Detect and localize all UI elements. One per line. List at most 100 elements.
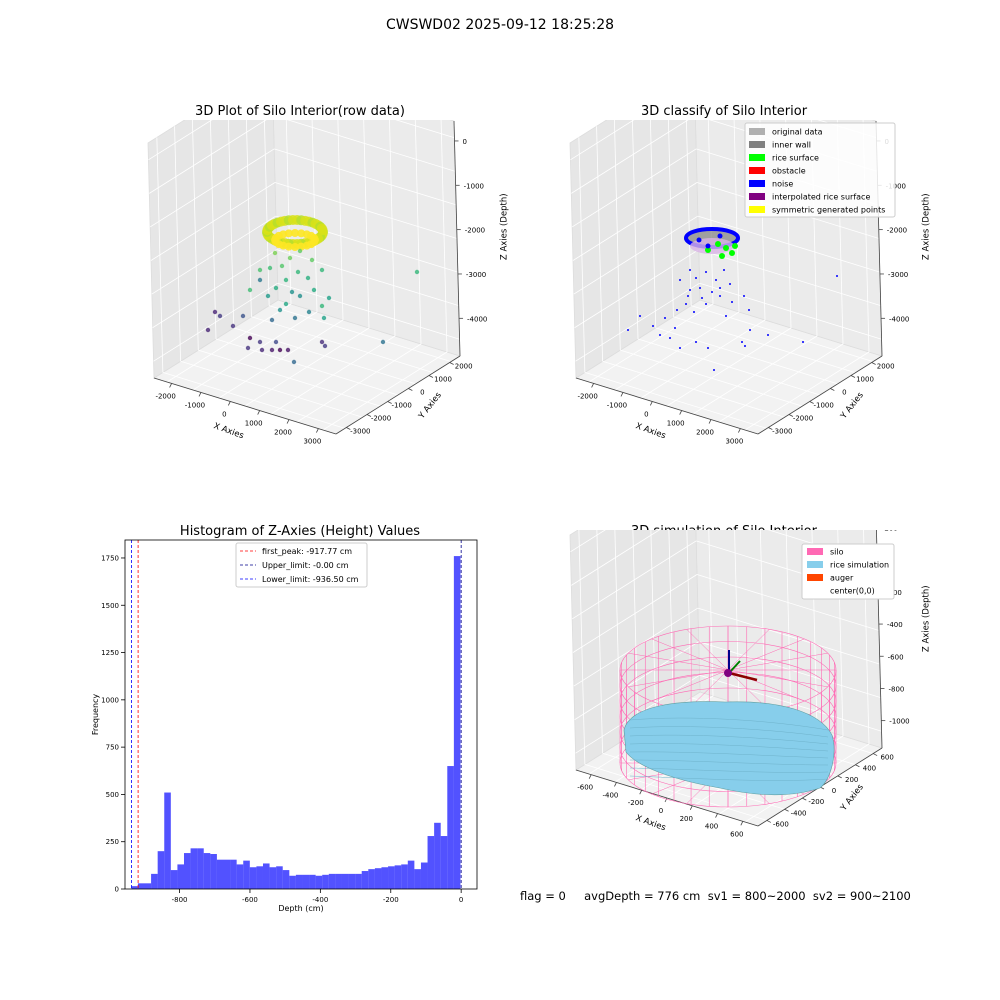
raw-grid xyxy=(395,120,455,139)
sim-legend-label: auger xyxy=(830,574,854,583)
raw-point xyxy=(295,269,301,275)
raw-point xyxy=(322,343,328,349)
sim-x-tick-label: -400 xyxy=(602,791,618,799)
histogram-y-tick-label: 1750 xyxy=(101,554,119,562)
cls-y-tick xyxy=(768,427,773,430)
cls-x-tick xyxy=(738,428,741,433)
histogram-bar xyxy=(394,865,402,889)
raw-grid xyxy=(414,120,422,345)
cls-grid xyxy=(668,120,674,317)
sim-y-tick-label: 400 xyxy=(863,765,876,773)
cls-grid xyxy=(571,148,697,228)
cls-noise-point xyxy=(627,329,629,331)
histogram-bar xyxy=(322,874,329,889)
histogram-bar xyxy=(434,822,441,889)
cls-noise-point xyxy=(699,287,701,289)
raw-grid xyxy=(150,182,276,261)
sim-y-tick xyxy=(837,775,842,779)
sim-rice-mesh xyxy=(629,734,829,745)
cls-grid xyxy=(655,327,838,385)
sim-x-tick-label: -200 xyxy=(628,799,644,807)
histogram-bar xyxy=(197,848,204,889)
raw-point xyxy=(247,335,253,341)
cls-noise-point xyxy=(717,233,723,239)
cls-noise-point xyxy=(749,329,751,331)
sim-y-tick xyxy=(766,820,772,823)
histogram-title: Histogram of Z-Axies (Height) Values xyxy=(179,524,421,539)
histogram-bar xyxy=(309,874,316,889)
raw-point xyxy=(305,275,311,281)
raw-point xyxy=(289,289,295,295)
sim-rice-mesh xyxy=(629,717,829,731)
histogram-bar xyxy=(420,862,428,889)
raw-point xyxy=(380,339,386,345)
raw-point xyxy=(245,345,251,351)
raw-grid xyxy=(287,120,456,172)
cls-legend-swatch xyxy=(749,128,765,135)
raw-point xyxy=(257,277,263,283)
histogram-bar xyxy=(190,848,198,889)
histogram-y-tick-label: 0 xyxy=(115,886,119,894)
cls-noise-point xyxy=(743,295,745,297)
cls-grid xyxy=(692,335,818,415)
sim-y-tick-label: 200 xyxy=(845,776,858,784)
raw-point xyxy=(291,229,299,237)
cls-x-tick-label: -2000 xyxy=(577,392,597,400)
cls-rice-surface-point xyxy=(732,243,738,249)
raw-point xyxy=(319,303,325,309)
cls-noise-point xyxy=(723,269,725,271)
sim-silo-spoke xyxy=(628,669,729,688)
sim-silo-spoke xyxy=(686,629,729,671)
cls-noise-point xyxy=(652,325,654,327)
raw-x-tick-label: 0 xyxy=(222,410,226,418)
cls-rice-surface-point xyxy=(719,253,725,259)
sim-y-tick-label: -400 xyxy=(791,809,807,817)
cls-interpolated-surface xyxy=(690,238,734,254)
sim-x-axis-label: X Axies xyxy=(634,813,667,833)
raw-grid xyxy=(274,182,458,239)
raw-grid xyxy=(264,120,270,306)
cls-noise-point xyxy=(705,271,707,273)
simulation-3d-plot: -600-400-20002004006006004002000-200-400… xyxy=(569,530,932,838)
figure-title: CWSWD02 2025-09-12 18:25:28 xyxy=(385,17,615,33)
sim-z-axis-label: Z Axies (Depth) xyxy=(922,585,932,652)
cls-noise-point xyxy=(715,279,717,281)
cls-noise-point xyxy=(695,277,697,279)
histogram-legend-label: Upper_limit: -0.00 cm xyxy=(262,561,349,570)
raw-x-tick xyxy=(286,419,290,424)
sim-z-tick-label: 200 xyxy=(884,530,897,532)
raw-point xyxy=(284,229,293,238)
raw-grid xyxy=(149,148,275,228)
sim-grid xyxy=(686,530,692,698)
raw-side-pane xyxy=(147,120,279,379)
cls-grid xyxy=(686,120,692,306)
histogram-bar xyxy=(374,868,382,889)
sim-silo-spoke xyxy=(651,638,729,671)
cls-rice-surface-point xyxy=(723,245,729,251)
sim-z-tick-label: -800 xyxy=(888,685,904,693)
cls-legend-swatch xyxy=(749,193,765,200)
cls-x-tick xyxy=(708,419,712,424)
raw-y-tick-label: -1000 xyxy=(391,402,411,410)
raw-x-tick-label: 2000 xyxy=(274,429,292,437)
histogram-bar xyxy=(388,866,395,889)
raw-point xyxy=(240,313,246,319)
cls-noise-point xyxy=(707,347,709,349)
histogram-bar xyxy=(164,792,171,889)
sim-rice-mesh xyxy=(629,775,829,781)
histogram-bar xyxy=(315,875,323,889)
cls-noise-point xyxy=(802,341,804,343)
sim-legend-box xyxy=(801,543,895,600)
histogram-bar xyxy=(328,873,336,889)
sim-silo-spoke xyxy=(727,652,828,671)
histogram-bar xyxy=(157,851,165,889)
cls-noise-point xyxy=(696,237,702,243)
cls-grid xyxy=(718,343,844,423)
histogram-y-axis-label: Frequency xyxy=(91,694,100,736)
raw-y-tick xyxy=(387,401,392,404)
histogram-y-tick-label: 1500 xyxy=(101,602,119,610)
sim-silo-spoke xyxy=(727,638,805,671)
raw-y-tick-label: 1000 xyxy=(434,376,452,384)
raw-z-tick-label: -2000 xyxy=(465,227,485,235)
raw-grid xyxy=(389,120,396,337)
